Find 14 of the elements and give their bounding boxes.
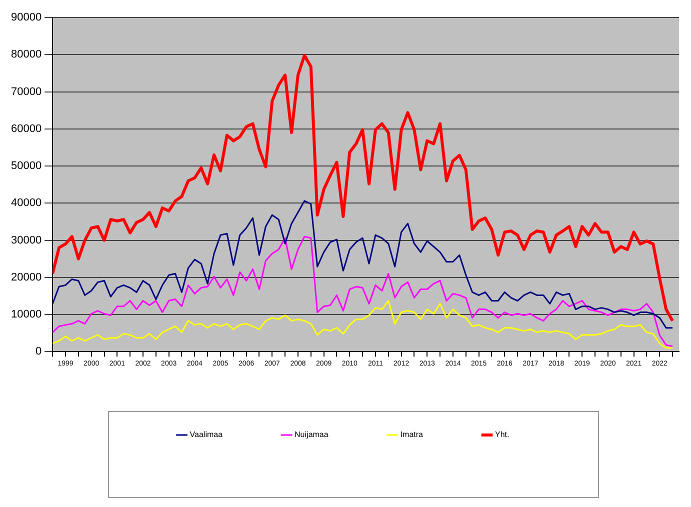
legend-label: Nuijamaa (294, 430, 329, 440)
y-tick-label: 20000 (10, 271, 42, 284)
y-tick-label: 80000 (10, 48, 42, 61)
legend-label: Yht. (494, 430, 510, 440)
legend-label: Imatra (400, 430, 424, 440)
y-tick-label: 60000 (10, 122, 42, 135)
y-tick-label: 70000 (10, 86, 42, 98)
y-tick-label: 90000 (10, 12, 42, 24)
y-tick-label: 50000 (10, 160, 42, 172)
y-tick-label: 0 (35, 346, 42, 358)
y-tick-label: 10000 (10, 308, 42, 321)
legend-label: Vaalimaa (190, 430, 224, 440)
y-tick-label: 40000 (10, 197, 42, 210)
y-tick-label: 30000 (10, 234, 42, 246)
